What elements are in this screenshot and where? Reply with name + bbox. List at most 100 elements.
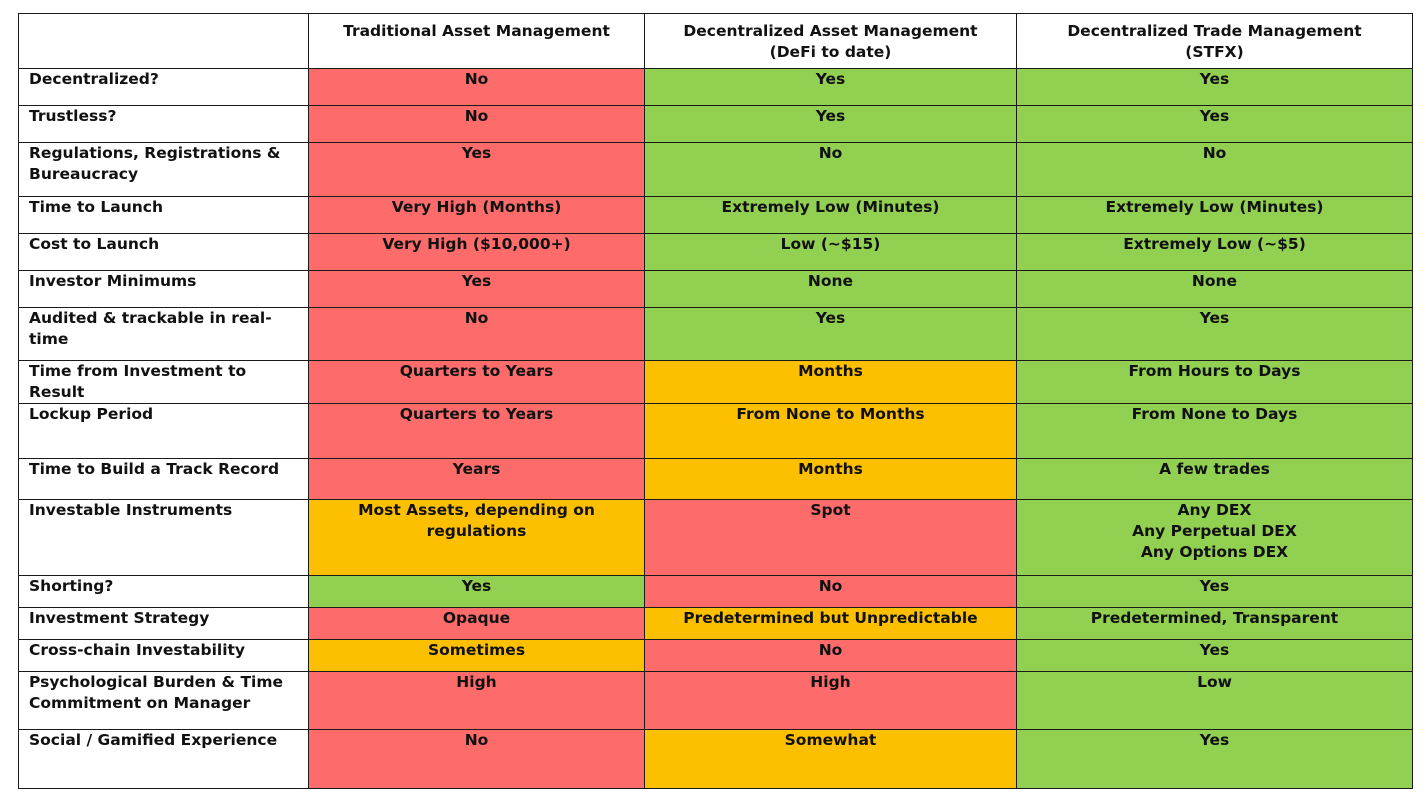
cell-traditional: No <box>308 68 645 106</box>
cell-text: No <box>1202 144 1227 162</box>
row-label-text: Investable Instruments <box>29 501 233 519</box>
row-label-text: Investment Strategy <box>29 609 210 627</box>
cell-defi: From None to Months <box>644 403 1017 459</box>
cell-stfx: Yes <box>1016 68 1413 106</box>
cell-text: Months <box>798 460 863 478</box>
comparison-table: Traditional Asset Management Decentraliz… <box>18 13 1413 789</box>
cell-defi: Yes <box>644 307 1017 361</box>
table-row: Audited & trackable in real-time No Yes Yes <box>18 307 1413 361</box>
cell-stfx: Extremely Low (~$5) <box>1016 233 1413 271</box>
table-body: Decentralized? No Yes Yes Trustless? No Yes Yes… <box>18 68 1413 789</box>
table-row: Decentralized? No Yes Yes <box>18 68 1413 106</box>
cell-stfx: No <box>1016 142 1413 197</box>
cell-traditional: Years <box>308 458 645 500</box>
cell-defi: High <box>644 671 1017 730</box>
row-label-text: Regulations, Registrations & <box>29 144 281 162</box>
cell-traditional: Very High ($10,000+) <box>308 233 645 271</box>
row-label: Investment Strategy <box>18 607 309 640</box>
row-label: Social / Gamified Experience <box>18 729 309 789</box>
cell-stfx: Low <box>1016 671 1413 730</box>
table-row: Social / Gamified Experience No Somewhat Ye… <box>18 729 1413 789</box>
row-label-text: Audited & trackable in real- <box>29 309 272 327</box>
row-label-text: Lockup Period <box>29 405 154 423</box>
cell-traditional: Quarters to Years <box>308 360 645 404</box>
cell-traditional: Yes <box>308 270 645 308</box>
cell-stfx: Any DEX Any Perpetual DEX Any Options DEX <box>1016 499 1413 576</box>
header-traditional: Traditional Asset Management <box>308 13 645 69</box>
cell-text: Predetermined, Transparent <box>1090 609 1339 627</box>
row-label-text: Trustless? <box>29 107 117 125</box>
cell-text: regulations <box>426 522 527 540</box>
row-label: Cost to Launch <box>18 233 309 271</box>
cell-traditional: Yes <box>308 142 645 197</box>
cell-text: No <box>464 107 489 125</box>
cell-text: Quarters to Years <box>399 362 554 380</box>
cell-text: Yes <box>815 309 846 327</box>
cell-stfx: Yes <box>1016 105 1413 143</box>
cell-traditional: Yes <box>308 575 645 608</box>
cell-text: None <box>1191 272 1238 290</box>
cell-text: Any Perpetual DEX <box>1132 522 1297 540</box>
cell-text: Years <box>452 460 501 478</box>
cell-text: Sometimes <box>427 641 526 659</box>
cell-traditional: Opaque <box>308 607 645 640</box>
cell-defi: Months <box>644 360 1017 404</box>
table-row: Trustless? No Yes Yes <box>18 105 1413 143</box>
cell-defi: Yes <box>644 105 1017 143</box>
cell-text: Yes <box>1199 70 1230 88</box>
row-label: Time from Investment to Result <box>18 360 309 404</box>
cell-text: High <box>456 673 497 691</box>
cell-text: Extremely Low (~$5) <box>1123 235 1306 253</box>
cell-text: From None to Months <box>736 405 925 423</box>
row-label: Regulations, Registrations & Bureaucracy <box>18 142 309 197</box>
row-label: Lockup Period <box>18 403 309 459</box>
cell-text: Somewhat <box>784 731 877 749</box>
header-row: Traditional Asset Management Decentraliz… <box>18 13 1413 69</box>
row-label-text: Commitment on Manager <box>29 694 251 712</box>
row-label-text: Investor Minimums <box>29 272 197 290</box>
row-label-text: Psychological Burden & Time <box>29 673 284 691</box>
cell-text: Yes <box>815 107 846 125</box>
cell-text: No <box>818 577 843 595</box>
row-label-text: Social / Gamified Experience <box>29 731 278 749</box>
cell-text: From Hours to Days <box>1128 362 1301 380</box>
table-row: Psychological Burden & Time Commitment on… <box>18 671 1413 730</box>
row-label: Shorting? <box>18 575 309 608</box>
row-label-text: Cost to Launch <box>29 235 160 253</box>
cell-stfx: Yes <box>1016 639 1413 672</box>
row-label: Time to Build a Track Record <box>18 458 309 500</box>
cell-text: Yes <box>1199 641 1230 659</box>
cell-text: No <box>464 731 489 749</box>
row-label: Time to Launch <box>18 196 309 234</box>
cell-stfx: From None to Days <box>1016 403 1413 459</box>
cell-text: No <box>464 309 489 327</box>
cell-text: Yes <box>1199 309 1230 327</box>
row-label-text: Time to Build a Track Record <box>29 460 280 478</box>
cell-text: Very High ($10,000+) <box>382 235 571 253</box>
cell-text: Yes <box>461 577 492 595</box>
cell-defi: Spot <box>644 499 1017 576</box>
row-label: Cross-chain Investability <box>18 639 309 672</box>
header-stfx-subline: (STFX) <box>1185 43 1244 61</box>
cell-defi: Months <box>644 458 1017 500</box>
table-row: Time to Build a Track Record Years Months A… <box>18 458 1413 500</box>
cell-text: Opaque <box>442 609 511 627</box>
cell-text: None <box>807 272 854 290</box>
table-row: Investor Minimums Yes None None <box>18 270 1413 308</box>
cell-defi: No <box>644 575 1017 608</box>
table-row: Time from Investment to Result Quarters t… <box>18 360 1413 404</box>
row-label-text: Cross-chain Investability <box>29 641 246 659</box>
cell-text: High <box>810 673 851 691</box>
cell-text: Yes <box>461 144 492 162</box>
cell-stfx: From Hours to Days <box>1016 360 1413 404</box>
cell-text: Months <box>798 362 863 380</box>
table-row: Cross-chain Investability Sometimes No Yes <box>18 639 1413 672</box>
cell-traditional: Sometimes <box>308 639 645 672</box>
cell-traditional: No <box>308 307 645 361</box>
row-label: Investable Instruments <box>18 499 309 576</box>
cell-traditional: No <box>308 729 645 789</box>
header-corner-cell <box>18 13 309 69</box>
cell-defi: None <box>644 270 1017 308</box>
cell-traditional: Very High (Months) <box>308 196 645 234</box>
table-row: Time to Launch Very High (Months) Extremel… <box>18 196 1413 234</box>
